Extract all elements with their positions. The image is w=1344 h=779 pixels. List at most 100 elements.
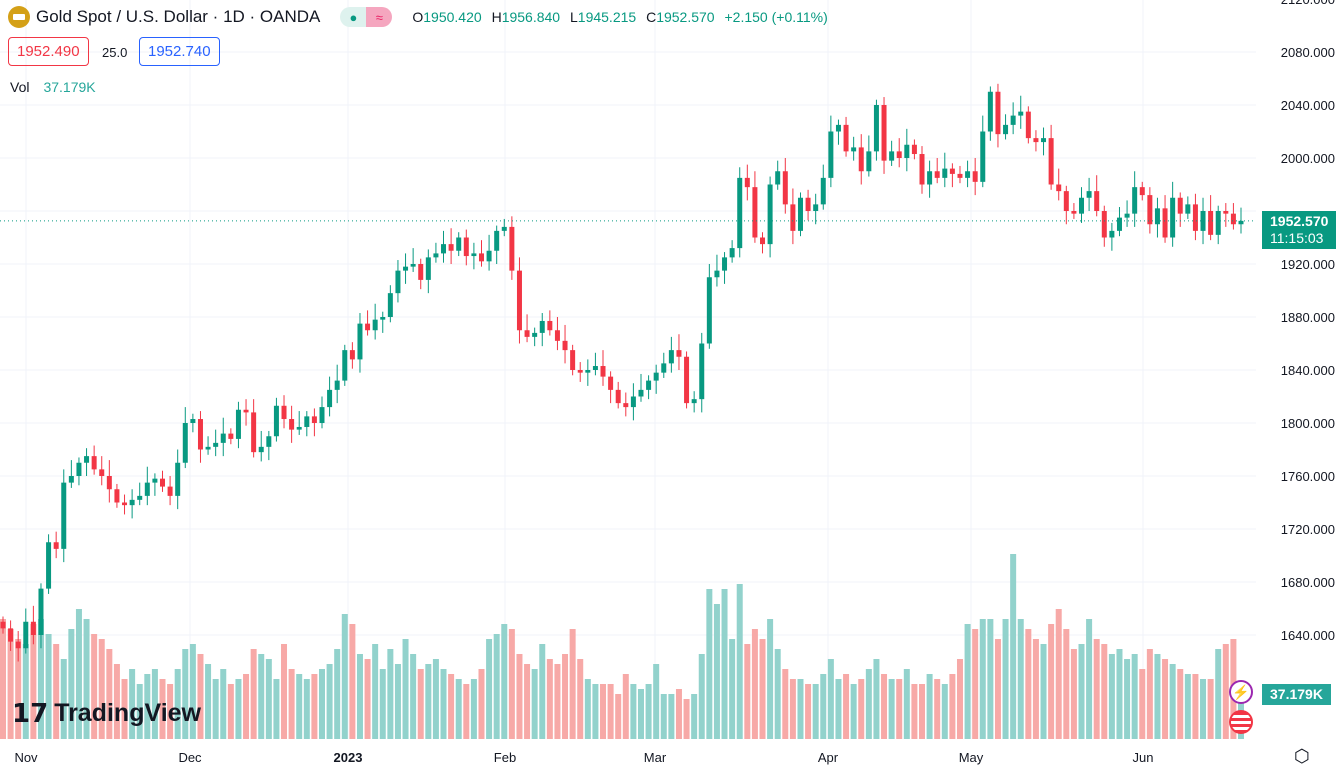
volume-bar: [159, 679, 166, 739]
volume-bar: [220, 669, 227, 739]
candle-body: [1124, 213, 1130, 218]
volume-bar: [106, 649, 113, 739]
candle-body: [84, 456, 90, 463]
candle-body: [1139, 187, 1145, 196]
candle-body: [949, 168, 955, 174]
time-tick-label: Dec: [178, 750, 202, 765]
sell-button[interactable]: 1952.490: [8, 37, 89, 66]
volume-bar: [250, 649, 257, 739]
lightning-icon[interactable]: ⚡: [1229, 680, 1253, 704]
volume-bar: [121, 679, 128, 739]
volume-bar: [273, 679, 280, 739]
volume-bar: [1025, 629, 1032, 739]
candle-body: [23, 621, 29, 649]
volume-bar: [546, 659, 553, 739]
candle-body: [919, 154, 925, 185]
volume-bar: [448, 674, 455, 739]
candle-body: [547, 320, 553, 331]
volume-bar: [1086, 619, 1093, 739]
volume-bar: [972, 629, 979, 739]
volume-bar: [197, 654, 204, 739]
price-tick-label: 2000.000: [1281, 151, 1335, 166]
candle-body: [1079, 197, 1085, 214]
time-tick-label: 2023: [334, 750, 363, 765]
volume-bar: [934, 679, 941, 739]
candle-body: [539, 320, 545, 333]
volume-bar: [751, 629, 758, 739]
volume-bar: [1032, 639, 1039, 739]
candle-body: [319, 407, 325, 423]
candle-body: [1185, 204, 1191, 214]
candle-body: [1025, 111, 1031, 139]
volume-bar: [68, 629, 75, 739]
candle-body: [767, 184, 773, 245]
candle-body: [357, 323, 363, 360]
volume-bar: [683, 699, 690, 739]
candle-body: [623, 403, 629, 408]
candle-body: [501, 226, 507, 231]
candle-body: [205, 446, 211, 450]
candle-body: [365, 323, 371, 331]
volume-bar: [258, 654, 265, 739]
volume-bar: [843, 674, 850, 739]
volume-bar: [440, 669, 447, 739]
volume-bar: [402, 639, 409, 739]
volume-bar: [75, 609, 82, 739]
volume-bar: [668, 694, 675, 739]
candle-body: [866, 151, 872, 172]
volume-bar: [713, 604, 720, 739]
volume-bar: [432, 659, 439, 739]
candle-body: [1033, 138, 1039, 143]
volume-bar: [637, 689, 644, 739]
tradingview-watermark[interactable]: 𝟭𝟳 TradingView: [12, 698, 201, 728]
us-flag-events-icon[interactable]: [1229, 710, 1253, 734]
volume-bar: [387, 649, 394, 739]
candle-body: [889, 151, 895, 161]
candle-body: [684, 356, 690, 404]
candle-body: [114, 489, 120, 503]
volume-bar: [1177, 669, 1184, 739]
tradingview-logo-icon: 𝟭𝟳: [12, 698, 49, 728]
volume-bar: [174, 669, 181, 739]
time-tick-label: May: [959, 750, 984, 765]
candle-body: [122, 502, 128, 506]
candle-body: [562, 340, 568, 351]
volume-bar: [994, 639, 1001, 739]
candle-body: [258, 446, 264, 453]
volume-bar: [622, 674, 629, 739]
settings-icon[interactable]: ⬡: [1294, 746, 1310, 766]
candle-body: [372, 319, 378, 331]
ohlc-values: O1950.420 H1956.840 L1945.215 C1952.570 …: [412, 9, 828, 25]
volume-bar: [501, 624, 508, 739]
candle-body: [896, 151, 902, 158]
volume-bar: [303, 679, 310, 739]
candle-body: [144, 482, 150, 496]
candle-body: [311, 416, 317, 423]
candle-body: [585, 370, 591, 373]
candle-body: [714, 270, 720, 278]
candle-body: [220, 433, 226, 443]
volume-bar: [539, 644, 546, 739]
market-status-pill[interactable]: ● ≈: [340, 7, 393, 27]
volume-bar: [698, 654, 705, 739]
symbol-title[interactable]: Gold Spot / U.S. Dollar · 1D · OANDA: [36, 7, 321, 26]
candle-body: [1215, 211, 1221, 235]
gold-symbol-icon: [8, 6, 30, 28]
volume-bar: [919, 684, 926, 739]
buy-button[interactable]: 1952.740: [139, 37, 220, 66]
volume-bar: [956, 659, 963, 739]
candle-body: [1010, 115, 1016, 125]
volume-bar: [1131, 654, 1138, 739]
candle-body: [752, 187, 758, 238]
volume-bar: [569, 629, 576, 739]
volume-bar: [903, 669, 910, 739]
volume-bar: [911, 684, 918, 739]
candle-body: [1003, 124, 1009, 135]
volume-bar: [1040, 644, 1047, 739]
volume-bar: [281, 644, 288, 739]
time-tick-label: Nov: [14, 750, 38, 765]
candle-body: [68, 476, 74, 483]
volume-bar: [774, 649, 781, 739]
volume-bar: [1215, 649, 1222, 739]
